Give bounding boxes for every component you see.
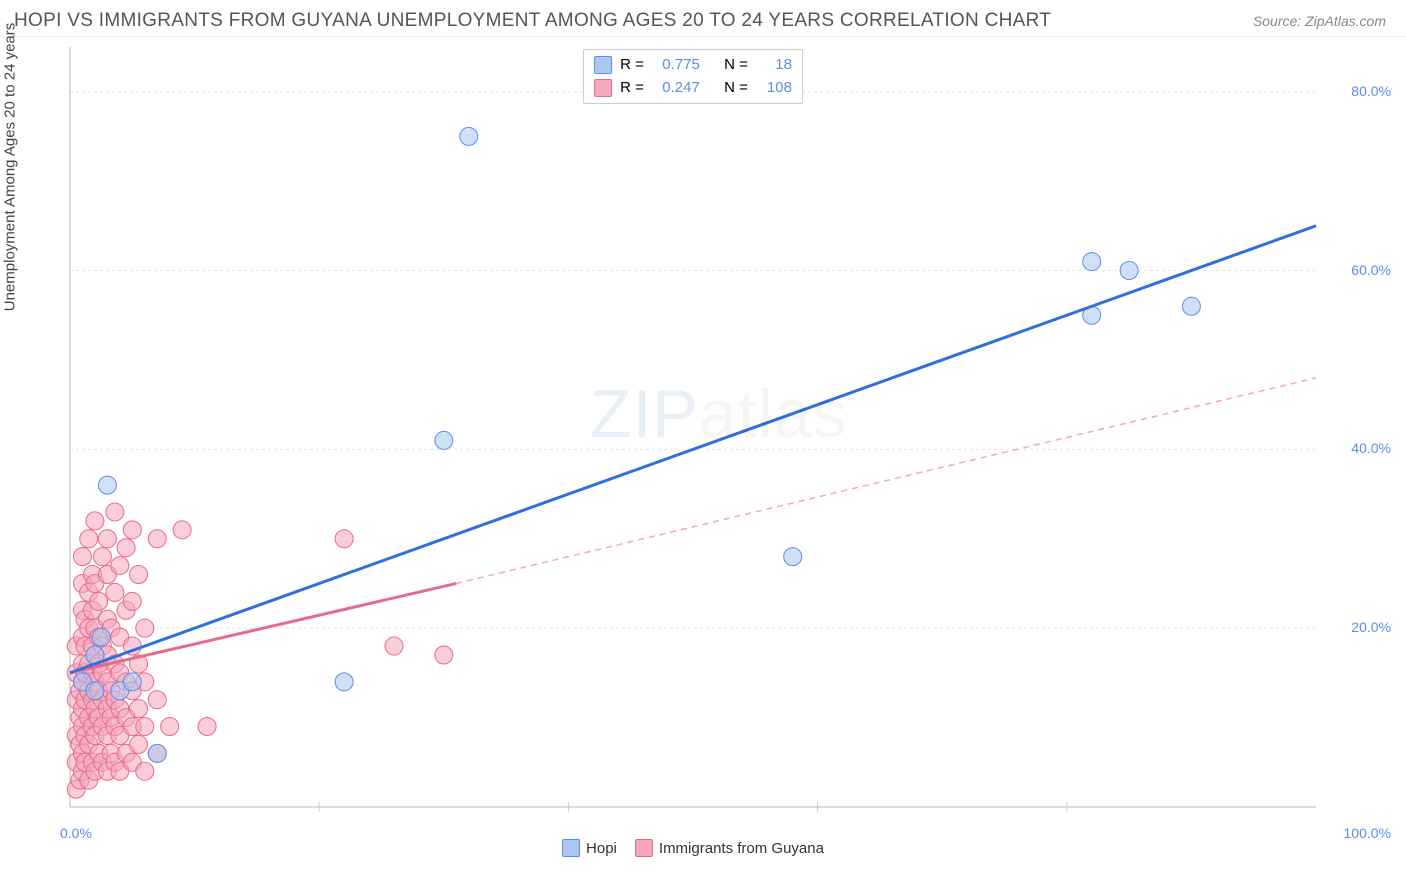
n-label: N = xyxy=(724,77,748,100)
x-tick-label: 0.0% xyxy=(60,825,92,841)
legend-item-hopi: Hopi xyxy=(562,839,617,857)
r-value-guyana: 0.247 xyxy=(652,77,700,100)
r-label: R = xyxy=(620,54,644,77)
y-axis-label: Unemployment Among Ages 20 to 24 years xyxy=(2,23,19,312)
legend-item-guyana: Immigrants from Guyana xyxy=(635,839,824,857)
legend-label-guyana: Immigrants from Guyana xyxy=(659,840,824,857)
scatter-chart xyxy=(50,37,1336,857)
chart-source: Source: ZipAtlas.com xyxy=(1253,13,1386,29)
y-tick-label: 60.0% xyxy=(1351,262,1391,278)
swatch-hopi xyxy=(594,56,612,74)
r-label: R = xyxy=(620,77,644,100)
legend-stats-row: R = 0.247 N = 108 xyxy=(594,77,792,100)
n-value-hopi: 18 xyxy=(756,54,792,77)
n-label: N = xyxy=(724,54,748,77)
legend-label-hopi: Hopi xyxy=(586,840,617,857)
swatch-guyana xyxy=(635,839,653,857)
chart-header: HOPI VS IMMIGRANTS FROM GUYANA UNEMPLOYM… xyxy=(0,0,1406,37)
y-tick-label: 40.0% xyxy=(1351,440,1391,456)
swatch-hopi xyxy=(562,839,580,857)
y-tick-label: 20.0% xyxy=(1351,619,1391,635)
x-tick-label: 100.0% xyxy=(1344,825,1391,841)
swatch-guyana xyxy=(594,79,612,97)
chart-title: HOPI VS IMMIGRANTS FROM GUYANA UNEMPLOYM… xyxy=(14,10,1051,32)
legend-series: Hopi Immigrants from Guyana xyxy=(562,839,824,857)
legend-stats: R = 0.775 N = 18 R = 0.247 N = 108 xyxy=(583,49,803,104)
r-value-hopi: 0.775 xyxy=(652,54,700,77)
y-tick-label: 80.0% xyxy=(1351,83,1391,99)
legend-stats-row: R = 0.775 N = 18 xyxy=(594,54,792,77)
n-value-guyana: 108 xyxy=(756,77,792,100)
chart-area: Unemployment Among Ages 20 to 24 years Z… xyxy=(50,37,1336,857)
